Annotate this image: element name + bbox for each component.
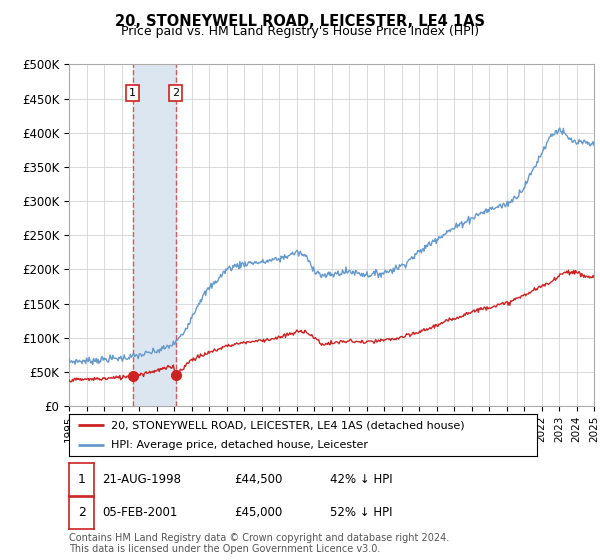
Text: 05-FEB-2001: 05-FEB-2001 (102, 506, 178, 520)
Bar (133, 64, 176, 406)
Text: HPI: Average price, detached house, Leicester: HPI: Average price, detached house, Leic… (111, 441, 368, 450)
Text: 1: 1 (129, 88, 136, 98)
Text: 52% ↓ HPI: 52% ↓ HPI (330, 506, 392, 520)
Text: 1: 1 (77, 473, 86, 486)
Text: £45,000: £45,000 (234, 506, 282, 520)
Text: 21-AUG-1998: 21-AUG-1998 (102, 473, 181, 486)
Text: £44,500: £44,500 (234, 473, 283, 486)
Text: 2: 2 (77, 506, 86, 520)
Text: 2: 2 (172, 88, 179, 98)
Text: 20, STONEYWELL ROAD, LEICESTER, LE4 1AS: 20, STONEYWELL ROAD, LEICESTER, LE4 1AS (115, 14, 485, 29)
Text: Price paid vs. HM Land Registry's House Price Index (HPI): Price paid vs. HM Land Registry's House … (121, 25, 479, 38)
Text: 20, STONEYWELL ROAD, LEICESTER, LE4 1AS (detached house): 20, STONEYWELL ROAD, LEICESTER, LE4 1AS … (111, 421, 465, 430)
Text: Contains HM Land Registry data © Crown copyright and database right 2024.
This d: Contains HM Land Registry data © Crown c… (69, 533, 449, 554)
Text: 42% ↓ HPI: 42% ↓ HPI (330, 473, 392, 486)
